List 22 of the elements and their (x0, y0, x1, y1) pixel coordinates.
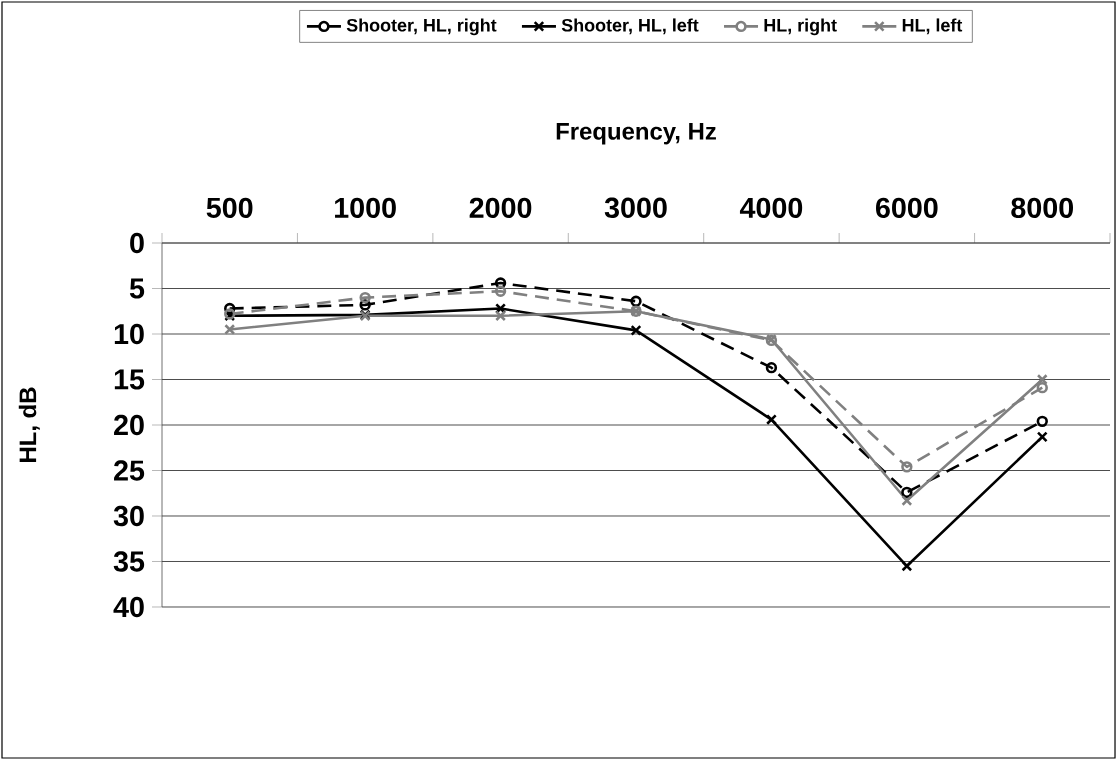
x-tick-label: 3000 (604, 197, 667, 218)
x-tick-label: 2000 (469, 197, 532, 218)
y-tick-label: 25 (114, 460, 145, 481)
y-tick-label: 20 (114, 414, 144, 436)
y-tick-label: 10 (114, 323, 144, 345)
y-tick-label: 30 (113, 505, 144, 527)
x-tick-label: 500 (206, 197, 253, 218)
x-tick-label: 4000 (739, 197, 803, 218)
legend-label: HL, right (764, 18, 837, 36)
x-axis-title: Frequency, Hz (556, 123, 716, 145)
y-tick-label: 5 (129, 278, 145, 299)
x-tick-label: 6000 (876, 197, 938, 218)
y-tick-label: 40 (113, 596, 144, 618)
x-tick-label: 8000 (1011, 197, 1074, 218)
y-axis-title: HL, dB (18, 387, 40, 462)
y-tick-label: 0 (130, 232, 144, 254)
legend-label: Shooter, HL, right (346, 18, 497, 36)
legend-label: Shooter, HL, left (561, 18, 699, 35)
y-tick-label: 15 (114, 369, 145, 390)
y-tick-label: 35 (113, 551, 145, 572)
x-tick-label: 1000 (335, 197, 396, 218)
legend-label: HL, left (902, 18, 963, 35)
